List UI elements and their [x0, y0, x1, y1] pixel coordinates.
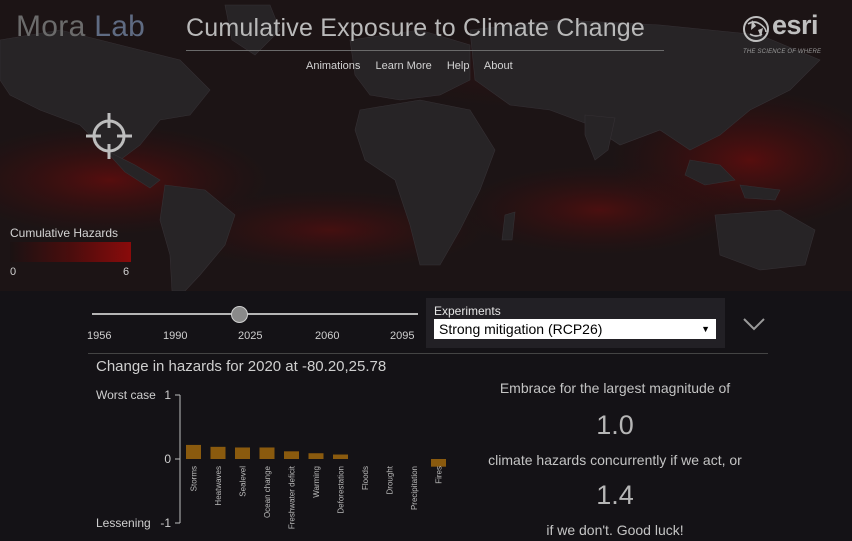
- message-line-1: Embrace for the largest magnitude of: [499, 380, 731, 396]
- nav-learn-more[interactable]: Learn More: [375, 60, 432, 72]
- year-tick-1956: 1956: [87, 330, 112, 342]
- year-tick-2025: 2025: [238, 330, 263, 342]
- crosshair-icon[interactable]: [84, 111, 134, 161]
- brand-secondary: Lab: [94, 10, 146, 43]
- message-line-3: if we don't. Good luck!: [546, 522, 684, 538]
- x-label-sealevel: Sealevel: [239, 466, 248, 497]
- brand-primary: Mora: [16, 10, 86, 43]
- x-label-floods: Floods: [361, 466, 370, 490]
- value-if-no-act: 1.4: [596, 480, 634, 510]
- year-tick-2095: 2095: [390, 330, 415, 342]
- hazard-change-chart: 1 0 -1 Worst case Lessening Storms Heatwaves S…: [96, 388, 446, 530]
- nav-animations[interactable]: Animations: [306, 60, 361, 72]
- y-axis-label-top: Worst case: [96, 388, 156, 402]
- experiments-panel: Experiments Strong mitigation (RCP26) ▼: [426, 298, 725, 348]
- bar-heatwaves: [210, 446, 226, 459]
- chart-title: Change in hazards for 2020 at -80.20,25.…: [96, 358, 387, 375]
- year-tick-1990: 1990: [163, 330, 188, 342]
- x-label-fires: Fires: [435, 466, 444, 484]
- y-tick-label-top: 1: [164, 388, 171, 402]
- x-label-storms: Storms: [190, 466, 199, 491]
- y-axis-label-bottom: Lessening: [96, 516, 151, 530]
- year-slider-thumb[interactable]: [231, 306, 248, 323]
- y-tick-label-bottom: -1: [160, 516, 171, 530]
- legend-title: Cumulative Hazards: [10, 226, 119, 240]
- year-slider-track[interactable]: [92, 313, 418, 315]
- legend-min: 0: [10, 266, 17, 278]
- x-label-drought: Drought: [386, 465, 395, 494]
- section-divider: [88, 353, 768, 354]
- value-if-act: 1.0: [596, 410, 634, 440]
- bar-warming: [308, 453, 324, 459]
- page-title: Cumulative Exposure to Climate Change: [186, 14, 646, 42]
- title-divider: [186, 50, 664, 51]
- bar-deforestation: [333, 454, 348, 459]
- brand-logo: Mora Lab: [16, 10, 145, 44]
- experiment-select[interactable]: Strong mitigation (RCP26) ▼: [434, 319, 716, 339]
- esri-tagline: THE SCIENCE OF WHERE: [743, 49, 822, 55]
- x-label-warming: Warming: [312, 466, 321, 498]
- experiment-selected-value: Strong mitigation (RCP26): [439, 321, 603, 337]
- bar-storms: [186, 444, 201, 459]
- bar-ocean-change: [259, 447, 275, 459]
- top-nav: Animations Learn More Help About: [306, 60, 525, 72]
- year-tick-2060: 2060: [315, 330, 340, 342]
- x-label-deforestation: Deforestation: [337, 466, 346, 514]
- y-tick-label-mid: 0: [164, 452, 171, 466]
- message-line-2: climate hazards concurrently if we act, …: [488, 452, 742, 468]
- esri-logo[interactable]: esri THE SCIENCE OF WHERE: [742, 10, 842, 58]
- legend-max: 6: [123, 266, 130, 278]
- experiments-label: Experiments: [434, 304, 501, 318]
- x-label-ocean-change: Ocean change: [263, 465, 272, 518]
- chevron-down-icon[interactable]: [741, 316, 767, 332]
- bar-freshwater-deficit: [284, 451, 299, 459]
- x-label-freshwater-deficit: Freshwater deficit: [288, 465, 297, 529]
- nav-help[interactable]: Help: [446, 60, 470, 72]
- legend-color-ramp: [10, 242, 131, 262]
- esri-wordmark: esri: [772, 10, 819, 40]
- globe-icon: [743, 16, 769, 42]
- bar-sealevel: [235, 447, 250, 459]
- hazard-map[interactable]: Mora Lab Cumulative Exposure to Climate …: [0, 0, 852, 291]
- x-label-precipitation: Precipitation: [410, 466, 419, 510]
- select-arrow-icon: ▼: [701, 324, 710, 334]
- x-label-heatwaves: Heatwaves: [214, 466, 223, 506]
- bar-fires: [431, 459, 446, 467]
- nav-about[interactable]: About: [483, 60, 513, 72]
